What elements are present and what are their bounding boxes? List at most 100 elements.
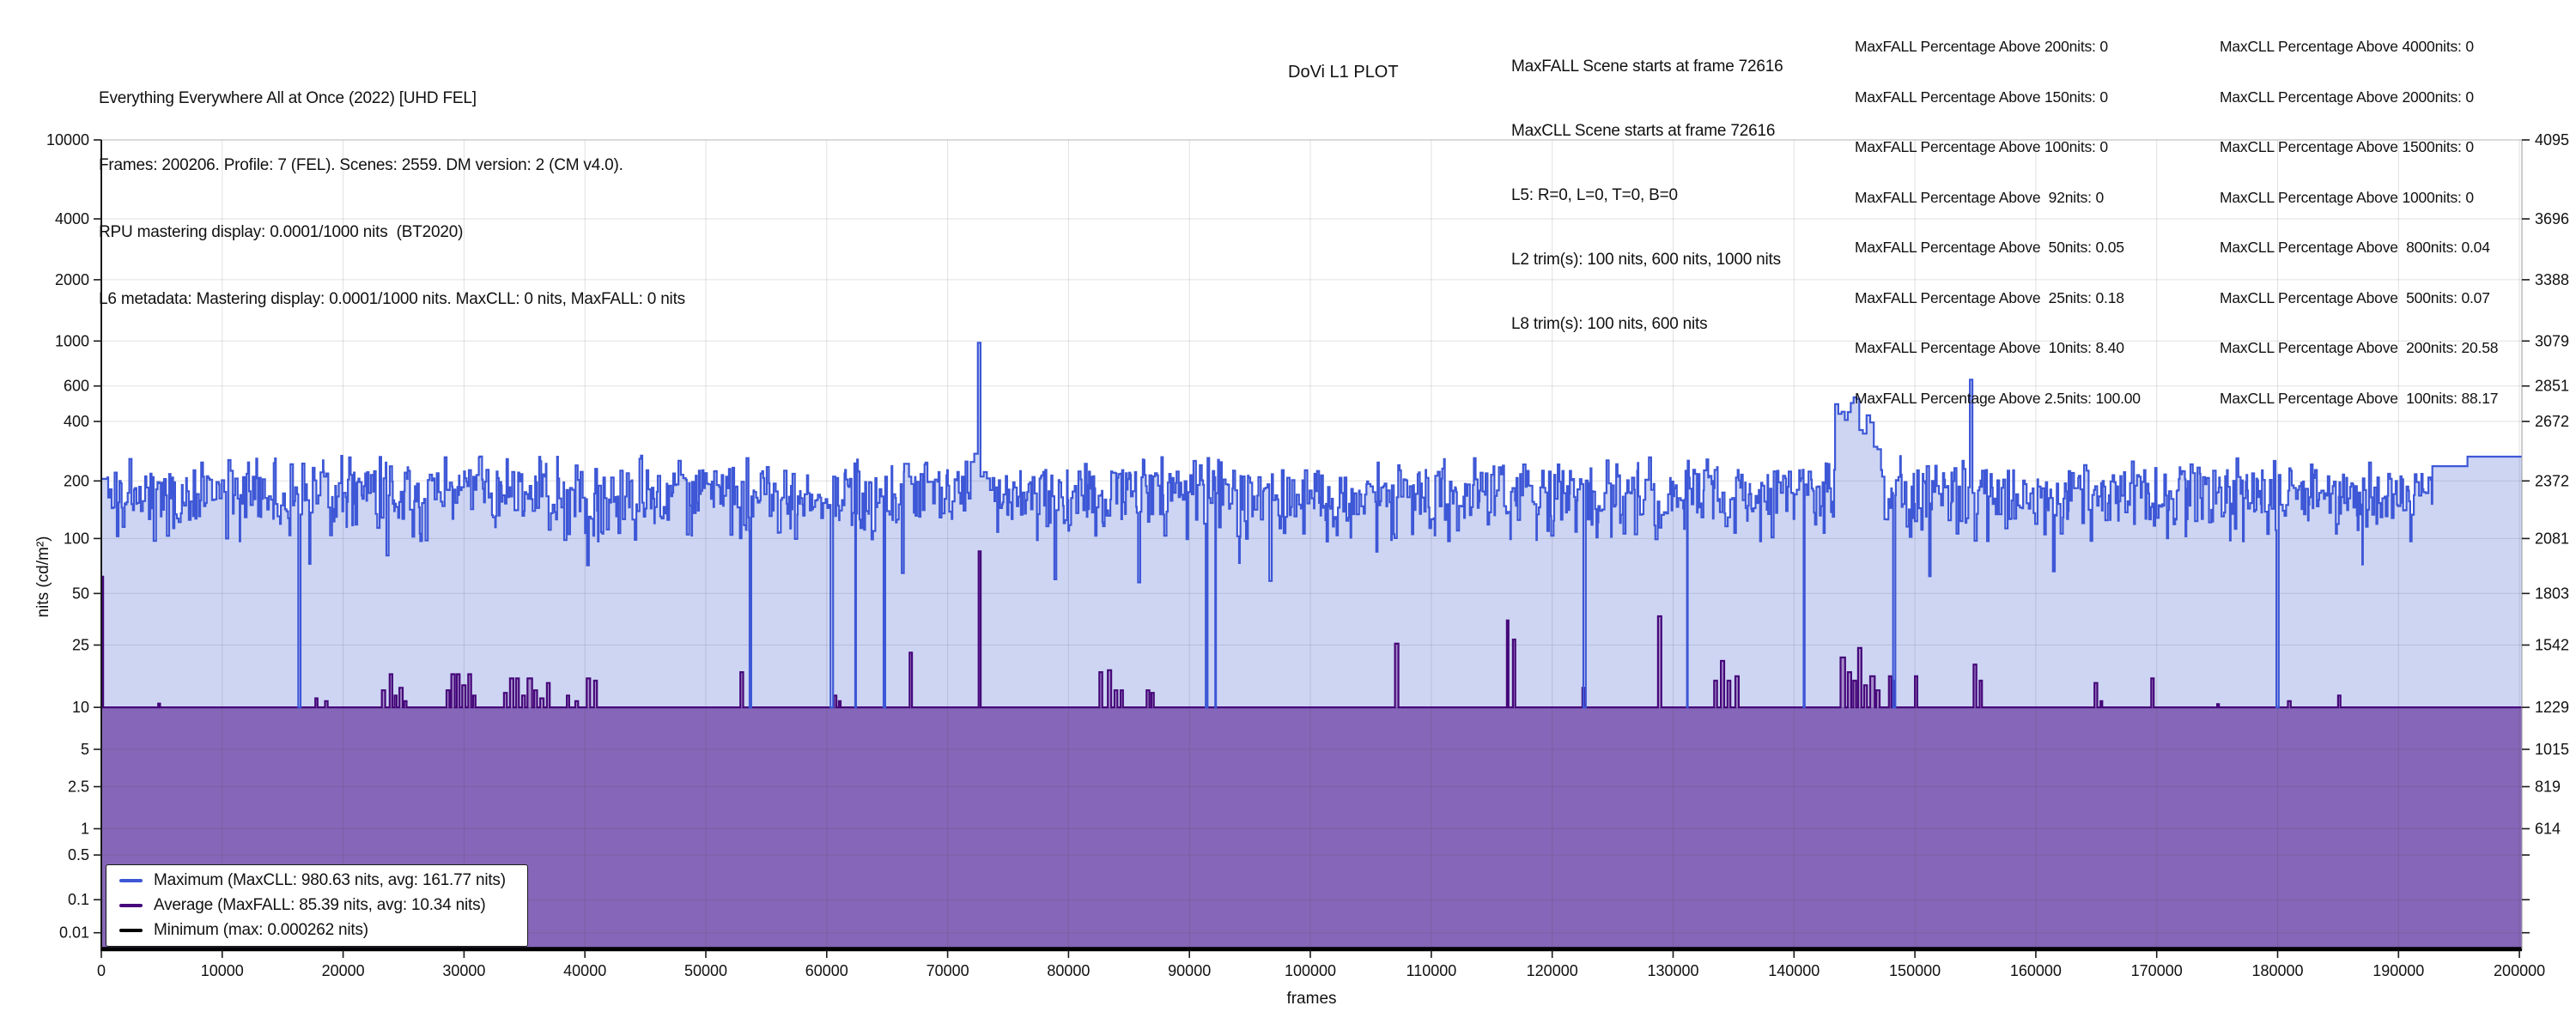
- y-tick-label-right: 1015: [2535, 741, 2569, 758]
- y-tick-label-left: 200: [64, 472, 89, 489]
- y-tick-label-right: 3696: [2535, 210, 2569, 227]
- movie-info-block: Everything Everywhere All at Once (2022)…: [99, 43, 685, 355]
- legend-label-average: Average (MaxFALL: 85.39 nits, avg: 10.34…: [154, 896, 486, 914]
- y-tick-label-left: 600: [64, 378, 89, 395]
- movie-title: Everything Everywhere All at Once (2022)…: [99, 89, 477, 107]
- y-tick-label-left: 1000: [55, 332, 89, 349]
- maxcll-scene-start: MaxCLL Scene starts at frame 72616: [1511, 122, 1776, 140]
- minimum-series-swatch: [119, 929, 143, 932]
- y-tick-label-left: 2000: [55, 271, 89, 288]
- x-tick-label: 100000: [1285, 962, 1336, 979]
- x-tick-label: 110000: [1406, 962, 1457, 979]
- x-tick-label: 140000: [1768, 962, 1820, 979]
- x-axis-label: frames: [1286, 990, 1336, 1008]
- y-axis-label: nits (cd/m²): [34, 536, 52, 618]
- movie-rpu-mastering: RPU mastering display: 0.0001/1000 nits …: [99, 223, 464, 241]
- legend-item-average: Average (MaxFALL: 85.39 nits, avg: 10.34…: [119, 896, 527, 915]
- y-tick-label-right: 1229: [2535, 699, 2569, 716]
- maxfall-scene-start: MaxFALL Scene starts at frame 72616: [1511, 58, 1783, 76]
- y-tick-label-left: 10: [72, 699, 89, 716]
- y-tick-label-left: 50: [72, 585, 89, 602]
- y-tick-label-left: 25: [72, 637, 89, 654]
- scene-info-block: MaxFALL Scene starts at frame 72616 MaxC…: [1511, 13, 1783, 378]
- y-tick-label-right: 1542: [2535, 637, 2569, 654]
- x-tick-label: 30000: [442, 962, 485, 979]
- y-tick-label-left: 4000: [55, 210, 89, 227]
- y-tick-label-left: 100: [64, 530, 89, 547]
- maximum-line: [101, 342, 2522, 709]
- movie-l6-metadata: L6 metadata: Mastering display: 0.0001/1…: [99, 290, 685, 308]
- x-tick-label: 160000: [2010, 962, 2062, 979]
- maxcll-pct-line: MaxCLL Percentage Above 500nits: 0.07: [2220, 288, 2490, 306]
- y-tick-label-right: 3388: [2535, 271, 2569, 288]
- x-tick-label: 10000: [201, 962, 244, 979]
- y-tick-label-left: 400: [64, 413, 89, 430]
- x-tick-label: 180000: [2251, 962, 2303, 979]
- y-tick-label-left: 2.5: [68, 779, 89, 796]
- maxfall-pct-line: MaxFALL Percentage Above 92nits: 0: [1855, 188, 2105, 206]
- maxcll-pct-line: MaxCLL Percentage Above 100nits: 88.17: [2220, 389, 2499, 407]
- maxfall-percentages-block: MaxFALL Percentage Above 200nits: 0 MaxF…: [1855, 5, 2141, 440]
- legend-item-maximum: Maximum (MaxCLL: 980.63 nits, avg: 161.7…: [119, 871, 527, 890]
- y-tick-label-right: 2081: [2535, 530, 2569, 547]
- legend: Maximum (MaxCLL: 980.63 nits, avg: 161.7…: [106, 864, 528, 947]
- x-tick-label: 130000: [1647, 962, 1698, 979]
- maxcll-pct-line: MaxCLL Percentage Above 200nits: 20.58: [2220, 339, 2499, 356]
- y-tick-label-left: 1: [81, 821, 89, 838]
- x-gridlines: [100, 140, 2520, 950]
- l2-trims: L2 trim(s): 100 nits, 600 nits, 1000 nit…: [1511, 251, 1781, 269]
- legend-item-minimum: Minimum (max: 0.000262 nits): [119, 921, 527, 940]
- maxcll-pct-line: MaxCLL Percentage Above 2000nits: 0: [2220, 88, 2474, 106]
- axis-ticks-and-labels: 0 10000 20000 30000 40000 50000 60000 70000 8000…: [34, 131, 2569, 1008]
- average-line: [100, 550, 2522, 709]
- y-tick-label-right: 2672: [2535, 413, 2569, 430]
- plot-title: DoVi L1 PLOT: [1288, 63, 1399, 82]
- maxfall-pct-line: MaxFALL Percentage Above 50nits: 0.05: [1855, 239, 2124, 256]
- maxcll-pct-line: MaxCLL Percentage Above 800nits: 0.04: [2220, 239, 2490, 256]
- x-tick-label: 120000: [1527, 962, 1578, 979]
- y-tick-label-left: 0.1: [68, 891, 89, 908]
- y-tick-label-right: 1803: [2535, 585, 2569, 602]
- x-tick-label: 80000: [1047, 962, 1090, 979]
- maxfall-pct-line: MaxFALL Percentage Above 25nits: 0.18: [1855, 288, 2124, 306]
- average-series-swatch: [119, 904, 143, 907]
- movie-frames-profile: Frames: 200206. Profile: 7 (FEL). Scenes…: [99, 156, 623, 174]
- l5-offsets: L5: R=0, L=0, T=0, B=0: [1511, 186, 1678, 204]
- y-tick-label-right: 4095: [2535, 131, 2569, 148]
- maxfall-pct-line: MaxFALL Percentage Above 2.5nits: 100.00: [1855, 389, 2141, 407]
- x-tick-label: 170000: [2131, 962, 2183, 979]
- l8-trims: L8 trim(s): 100 nits, 600 nits: [1511, 315, 1708, 333]
- y-tick-label-left: 5: [81, 741, 89, 758]
- x-tick-label: 190000: [2372, 962, 2424, 979]
- x-tick-label: 90000: [1168, 962, 1211, 979]
- maxcll-pct-line: MaxCLL Percentage Above 4000nits: 0: [2220, 38, 2474, 55]
- x-tick-label: 70000: [927, 962, 969, 979]
- x-tick-label: 40000: [563, 962, 606, 979]
- legend-label-maximum: Maximum (MaxCLL: 980.63 nits, avg: 161.7…: [154, 871, 506, 889]
- maximum-series-swatch: [119, 879, 143, 882]
- y-tick-label-right: 819: [2535, 779, 2561, 796]
- x-tick-label: 50000: [684, 962, 727, 979]
- y-tick-label-right: 2851: [2535, 378, 2569, 395]
- y-tick-label-right: 614: [2535, 821, 2561, 838]
- y-tick-label-left: 0.01: [59, 924, 89, 942]
- x-tick-label: 0: [97, 962, 106, 979]
- maxfall-pct-line: MaxFALL Percentage Above 150nits: 0: [1855, 88, 2108, 106]
- maxcll-pct-line: MaxCLL Percentage Above 1000nits: 0: [2220, 188, 2474, 206]
- x-tick-label: 60000: [805, 962, 848, 979]
- y-tick-label-left: 0.5: [68, 846, 89, 863]
- maxfall-pct-line: MaxFALL Percentage Above 100nits: 0: [1855, 138, 2108, 155]
- maxcll-pct-line: MaxCLL Percentage Above 1500nits: 0: [2220, 138, 2474, 155]
- y-tick-label-right: 3079: [2535, 332, 2569, 349]
- y-tick-label-right: 2372: [2535, 472, 2569, 489]
- y-tick-label-left: 10000: [46, 131, 89, 148]
- x-tick-label: 150000: [1889, 962, 1941, 979]
- maxcll-percentages-block: MaxCLL Percentage Above 4000nits: 0 MaxC…: [2220, 5, 2498, 440]
- legend-label-minimum: Minimum (max: 0.000262 nits): [154, 921, 368, 939]
- x-tick-label: 20000: [322, 962, 365, 979]
- maxfall-pct-line: MaxFALL Percentage Above 200nits: 0: [1855, 38, 2108, 55]
- minimum-area-fill: [101, 948, 2522, 950]
- maxfall-pct-line: MaxFALL Percentage Above 10nits: 8.40: [1855, 339, 2124, 356]
